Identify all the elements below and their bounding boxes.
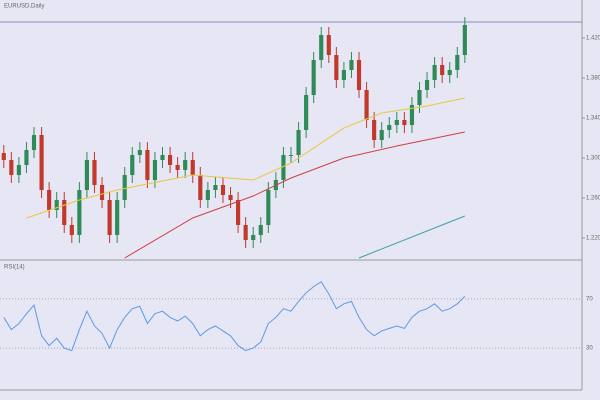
candle-body (379, 130, 384, 140)
candle-body (258, 225, 263, 235)
moving-average (124, 131, 465, 259)
y-tick-label: 1.2200 (586, 236, 600, 242)
candle-body (190, 160, 195, 175)
candle-body (130, 155, 135, 175)
candle-body (167, 155, 173, 165)
candle-body (296, 130, 301, 155)
candle-body (213, 185, 218, 190)
candle-body (39, 135, 44, 190)
candle-body (69, 225, 74, 235)
candle-body (92, 160, 97, 185)
rsi-line (3, 281, 466, 352)
chart-title: EURUSD,Daily (4, 4, 44, 10)
candle-body (372, 120, 377, 140)
y-tick-label: 1.3000 (586, 156, 600, 162)
candle-body (122, 175, 127, 200)
candle-body (251, 235, 256, 240)
candle-body (417, 90, 422, 105)
candle-body (152, 160, 158, 180)
candle-body (387, 125, 392, 130)
candle-body (24, 150, 29, 165)
candle-body (243, 225, 248, 240)
candle-body (326, 35, 331, 55)
candle-body (402, 120, 407, 125)
candle-body (1, 153, 6, 160)
candle-body (137, 150, 142, 155)
candle-body (440, 65, 445, 75)
candle-body (31, 135, 37, 150)
rsi-tick-label: 70 (586, 296, 593, 302)
candle-body (99, 185, 105, 200)
candle-body (266, 190, 271, 225)
candle-body (356, 60, 362, 90)
candle-body (288, 155, 294, 156)
candle-body (394, 120, 399, 125)
candle-body (319, 35, 324, 60)
candle-body (47, 190, 52, 210)
candle-body (77, 190, 82, 235)
candle-body (62, 200, 67, 225)
candle-body (447, 70, 452, 75)
moving-average (358, 215, 465, 259)
candle-body (160, 155, 165, 160)
candle-body (84, 160, 90, 190)
candle-body (198, 175, 203, 200)
candle-body (455, 55, 460, 70)
candle-body (16, 165, 21, 175)
rsi-tick-label: 30 (586, 346, 593, 352)
candle-body (364, 90, 369, 120)
candle-body (145, 150, 150, 180)
y-tick-label: 1.4200 (586, 36, 600, 42)
candle-body (115, 200, 120, 235)
candle-body (175, 165, 180, 170)
candle-body (205, 190, 210, 200)
y-tick-label: 1.2600 (586, 196, 600, 202)
candle-body (9, 160, 14, 175)
candle-body (311, 60, 316, 95)
candle-body (228, 195, 233, 200)
candle-body (220, 185, 226, 195)
candle-body (349, 60, 354, 70)
y-tick-label: 1.3800 (586, 76, 600, 82)
candle-body (304, 95, 309, 130)
candle-body (281, 155, 286, 180)
candle-body (54, 200, 59, 210)
rsi-title: RSI(14) (4, 265, 25, 271)
candle-body (409, 105, 415, 125)
candle-body (107, 200, 112, 235)
candle-body (183, 160, 188, 170)
moving-average (26, 97, 465, 219)
candle-body (236, 200, 241, 225)
candle-body (462, 25, 467, 55)
y-tick-label: 1.3400 (586, 116, 600, 122)
candle-body (432, 65, 437, 80)
candle-body (334, 55, 339, 80)
candle-body (341, 70, 346, 80)
candle-body (424, 80, 430, 90)
